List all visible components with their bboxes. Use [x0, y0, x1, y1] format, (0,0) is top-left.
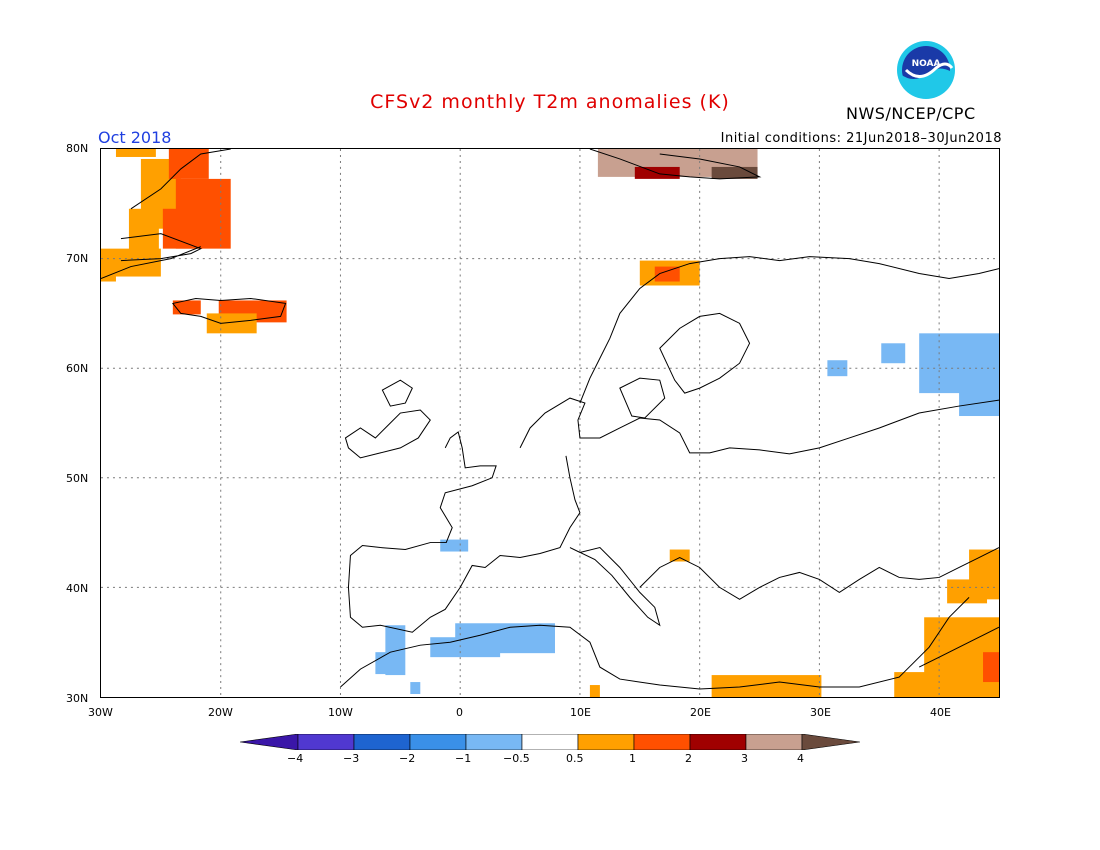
initial-conditions: Initial conditions: 21Jun2018–30Jun2018	[720, 131, 1002, 146]
anomaly-patch	[206, 313, 257, 334]
map-svg	[100, 148, 1000, 697]
lat-label: 40N	[66, 582, 89, 595]
anomaly-patch	[172, 300, 201, 315]
anomaly-patch	[128, 208, 159, 254]
legend-label: −4	[287, 752, 304, 765]
anomaly-patch	[947, 579, 988, 604]
legend-swatch	[297, 734, 355, 750]
legend-label: 4	[797, 752, 804, 765]
anomaly-patch	[983, 652, 999, 683]
lat-label: 60N	[66, 362, 89, 375]
anomaly-patch	[711, 166, 758, 179]
anomaly-patch	[919, 333, 999, 394]
legend-swatch	[465, 734, 523, 750]
lat-label: 50N	[66, 472, 89, 485]
legend-swatch	[745, 734, 803, 750]
anomaly-patch	[711, 675, 822, 697]
legend-label: 1	[629, 752, 636, 765]
lon-label: 10W	[328, 706, 353, 719]
legend-label: 3	[741, 752, 748, 765]
lon-label: 0	[456, 706, 463, 719]
map-title: CFSv2 monthly T2m anomalies (K)	[300, 91, 800, 113]
anomaly-patch	[959, 388, 999, 417]
legend-swatch	[353, 734, 411, 750]
legend-swatch	[577, 734, 635, 750]
legend-swatch	[801, 734, 860, 750]
anomaly-patch	[410, 682, 421, 695]
anomaly-shading	[101, 149, 999, 697]
legend-swatch	[689, 734, 747, 750]
lat-label: 70N	[66, 252, 89, 265]
legend-swatch	[240, 734, 299, 750]
legend-label: 2	[685, 752, 692, 765]
lat-label: 80N	[66, 142, 89, 155]
map-grid	[101, 149, 999, 697]
anomaly-patch	[115, 149, 156, 157]
anomaly-patch	[101, 273, 116, 282]
coastlines	[100, 148, 1000, 690]
lat-label: 30N	[66, 692, 89, 705]
legend-swatch	[633, 734, 691, 750]
legend-label: −3	[343, 752, 360, 765]
anomaly-patch	[894, 672, 935, 697]
lon-label: 20E	[690, 706, 711, 719]
legend-label: −1	[455, 752, 472, 765]
legend-swatch	[521, 734, 579, 750]
lon-label: 30W	[88, 706, 113, 719]
valid-month: Oct 2018	[98, 128, 172, 147]
noaa-logo: NOAA	[897, 41, 955, 99]
color-bar	[240, 734, 860, 750]
lon-label: 20W	[208, 706, 233, 719]
lon-label: 40E	[930, 706, 951, 719]
title-text: CFSv2 monthly T2m anomalies (K)	[370, 91, 730, 113]
lon-label: 30E	[810, 706, 831, 719]
anomaly-patch	[430, 637, 501, 658]
logo-text: NOAA	[912, 59, 941, 69]
legend-label: 0.5	[566, 752, 584, 765]
anomaly-patch	[669, 549, 690, 562]
anomaly-patch	[440, 539, 469, 552]
legend-label: −0.5	[503, 752, 530, 765]
anomaly-patch	[654, 266, 680, 282]
anomaly-patch	[881, 343, 906, 364]
legend-label: −2	[399, 752, 416, 765]
agency-label: NWS/NCEP/CPC	[846, 104, 976, 123]
lon-label: 10E	[570, 706, 591, 719]
anomaly-patch	[589, 685, 600, 697]
map-frame	[100, 148, 1000, 698]
legend-swatch	[409, 734, 467, 750]
anomaly-patch	[162, 208, 203, 249]
